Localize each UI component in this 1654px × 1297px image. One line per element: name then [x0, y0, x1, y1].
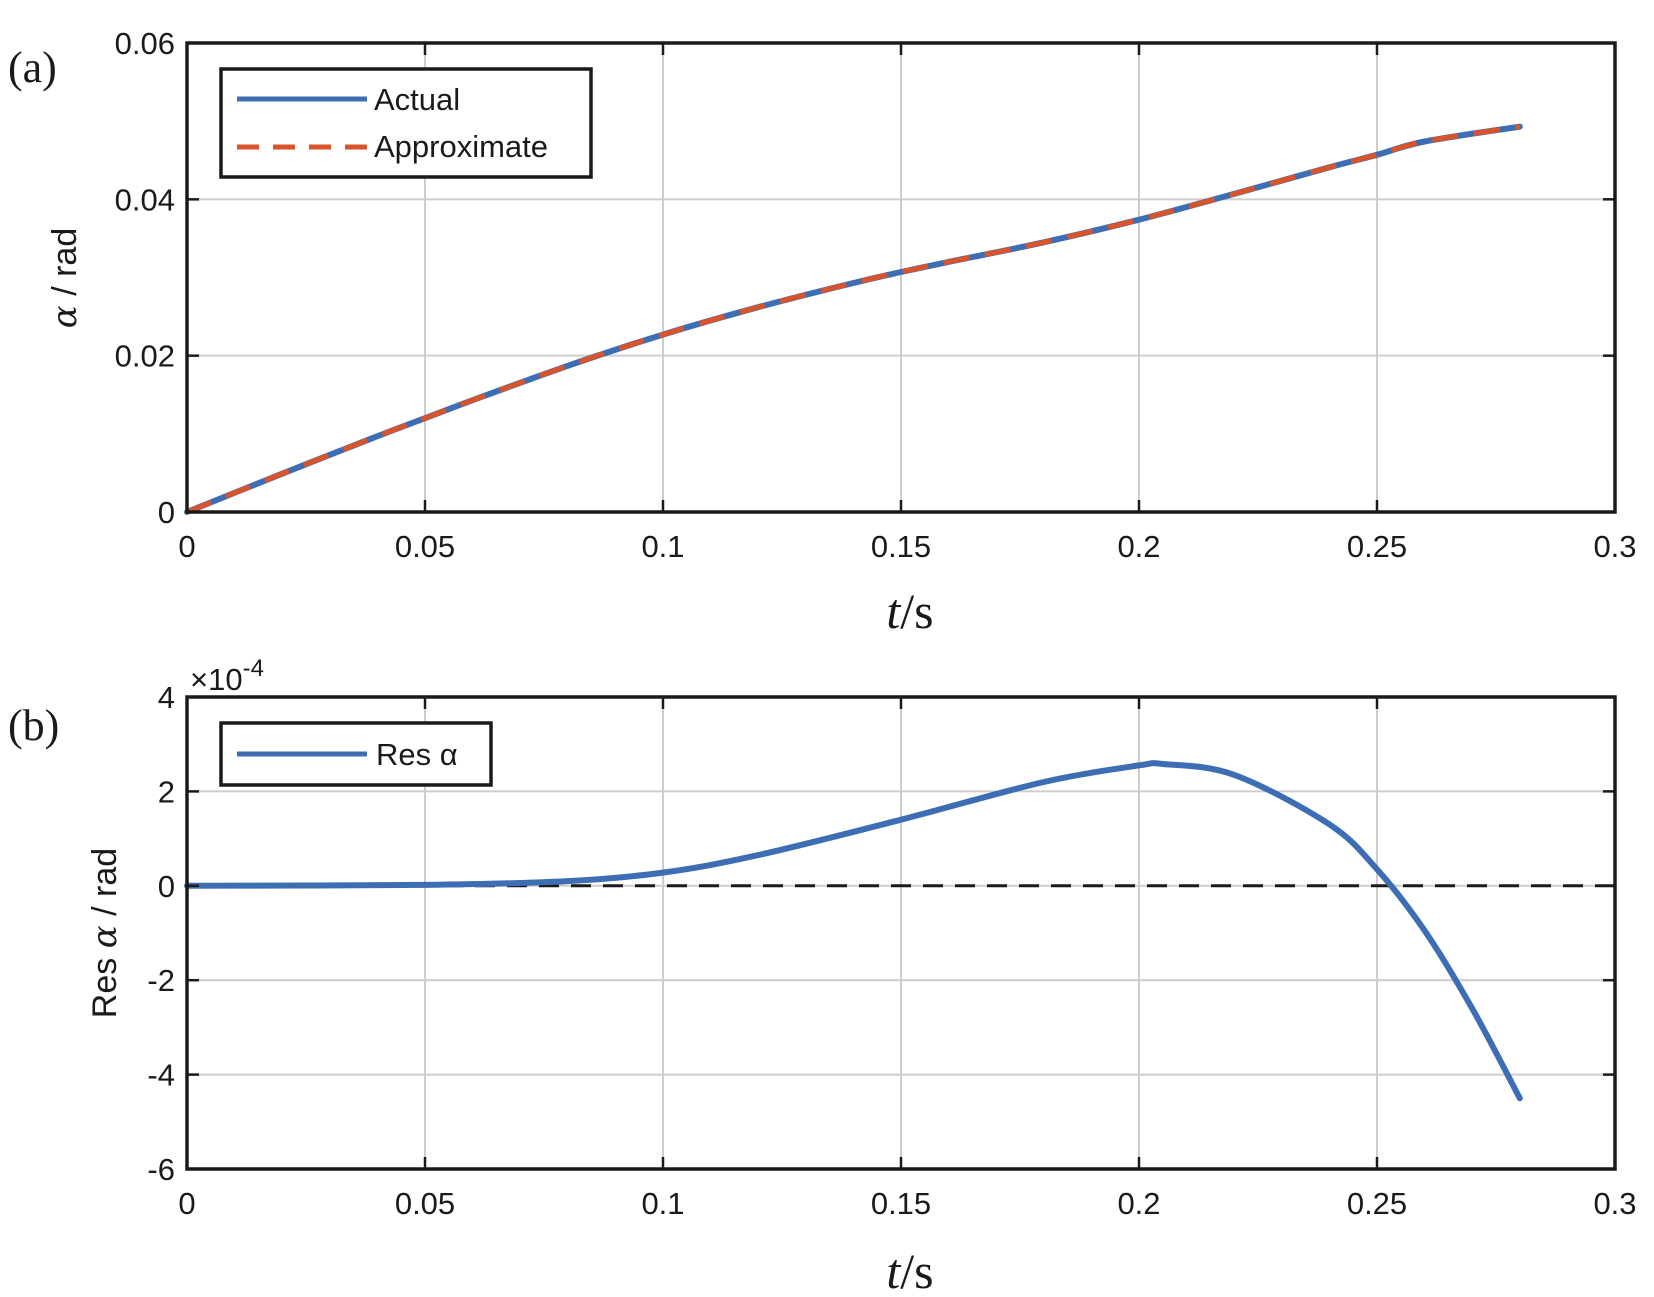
- x-tick-label: 0.05: [395, 529, 455, 564]
- x-tick-label: 0.15: [871, 1186, 931, 1221]
- ticks-b: 0 0.05 0.1 0.15 0.2 0.25 0.3 -6 -4 -2 0 2 4: [147, 680, 1636, 1221]
- x-axis-unit-b: /s: [900, 1243, 933, 1297]
- legend-b: Res α: [219, 721, 493, 787]
- y-axis-label-b: Res α / rad: [85, 848, 125, 1018]
- chart-panel-b: (b) ×10-4 0 0.05 0.1 0.15 0.2 0.25 0.3-6-4-202…: [8, 655, 1637, 1297]
- legend-box-a: [219, 67, 593, 179]
- x-tick-label: 0.3: [1593, 1186, 1636, 1221]
- x-axis-unit-a: /s: [900, 583, 933, 639]
- x-axis-var-a: t: [886, 583, 901, 639]
- y-tick-label: -4: [147, 1058, 175, 1093]
- x-tick-label: 0.2: [1117, 529, 1160, 564]
- legend-a: Actual Approximate: [219, 67, 593, 179]
- y-tick-label: 0.06: [115, 26, 175, 61]
- y-multiplier-exp: -4: [243, 655, 264, 682]
- y-multiplier-base: ×10: [190, 662, 243, 697]
- x-axis-label-a: t/s: [886, 583, 933, 639]
- y-tick-label: 2: [158, 774, 175, 809]
- ticks-a: 0 0.05 0.1 0.15 0.2 0.25 0.3 0 0.02 0.04 0.06: [115, 26, 1637, 564]
- legend-label-actual: Actual: [374, 82, 460, 117]
- x-axis-var-b: t: [886, 1243, 901, 1297]
- x-axis-label-b: t/s: [886, 1243, 933, 1297]
- series-a: [184, 123, 1523, 515]
- panel-label-a: (a): [8, 43, 57, 92]
- series-line-approximate: [186, 124, 1521, 515]
- y-tick-label: 0: [158, 869, 175, 904]
- x-tick-label: 0.25: [1347, 529, 1407, 564]
- series-line-res: [184, 760, 1523, 1102]
- legend-label-approximate: Approximate: [374, 129, 548, 164]
- panel-label-b: (b): [8, 701, 59, 750]
- x-tick-label: 0.25: [1347, 1186, 1407, 1221]
- grid-a: [187, 43, 1615, 512]
- x-tick-label: 0.15: [871, 529, 931, 564]
- y-axis-symbol-a: α: [45, 305, 85, 328]
- chart-panel-a: (a) 0 0.05 0.1 0.15 0.2 0.25 0.300.020.040.06 …: [8, 26, 1637, 639]
- y-tick-label: 0: [158, 495, 175, 530]
- y-axis-unit-b: / rad: [86, 848, 124, 925]
- y-tick-label: -6: [147, 1152, 175, 1187]
- series-line-actual: [184, 123, 1523, 515]
- x-tick-label: 0: [178, 1186, 195, 1221]
- y-tick-label: 0.02: [115, 339, 175, 374]
- x-tick-label: 0.05: [395, 1186, 455, 1221]
- y-axis-label-a: α / rad: [45, 228, 85, 328]
- series-b: [184, 760, 1615, 1102]
- y-multiplier-b: ×10-4: [190, 655, 264, 697]
- y-axis-prefix-b: Res: [86, 948, 124, 1018]
- x-tick-label: 0.3: [1593, 529, 1636, 564]
- y-tick-label: 0.04: [115, 182, 175, 217]
- y-axis-symbol-b: α: [85, 925, 125, 948]
- x-tick-label: 0.1: [641, 1186, 684, 1221]
- y-tick-label: -2: [147, 963, 175, 998]
- legend-label-res: Res α: [376, 737, 458, 772]
- y-tick-label: 4: [158, 680, 175, 715]
- y-axis-unit-a: / rad: [46, 228, 84, 305]
- x-tick-label: 0.2: [1117, 1186, 1160, 1221]
- x-tick-label: 0.1: [641, 529, 684, 564]
- x-tick-label: 0: [178, 529, 195, 564]
